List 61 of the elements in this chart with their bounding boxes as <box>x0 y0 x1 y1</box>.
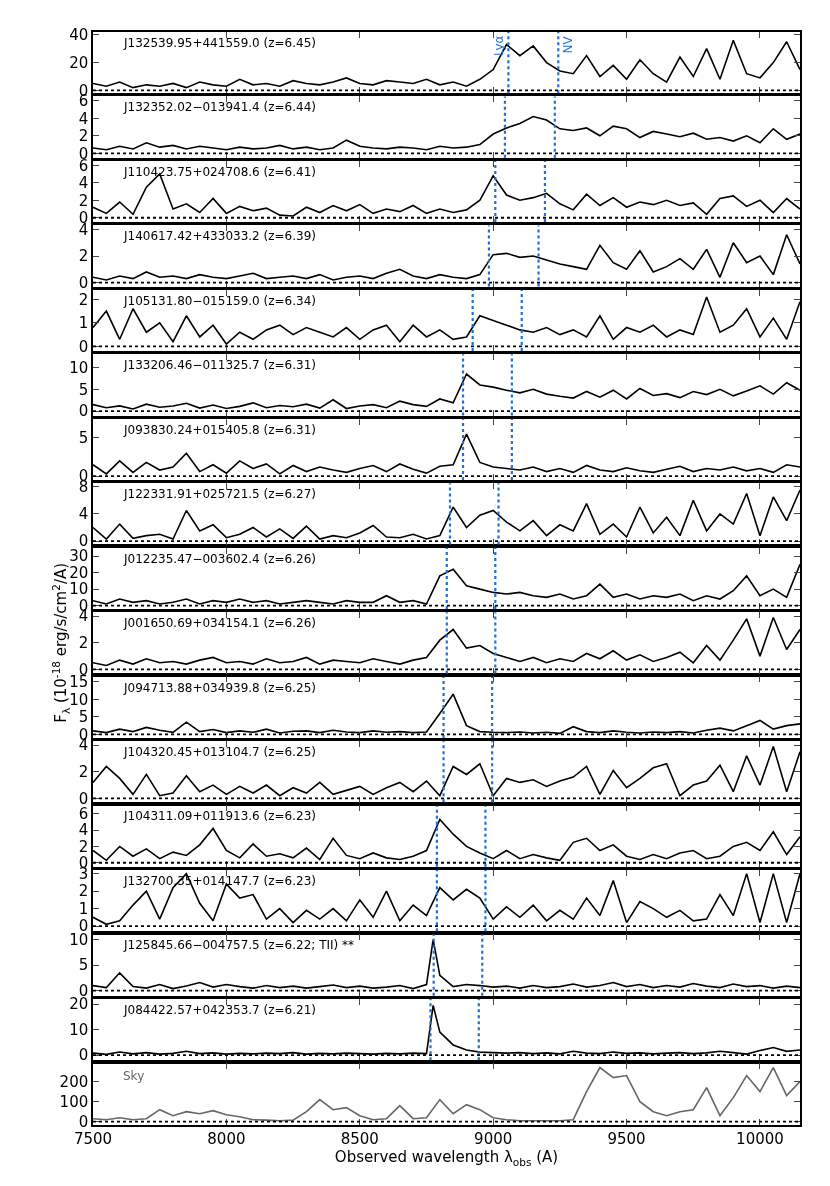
y-tick-label: 10 <box>69 580 89 599</box>
y-tick-label: 10 <box>69 358 89 377</box>
y-tick-label: 10 <box>69 1020 89 1039</box>
y-tick-label: 2 <box>78 247 89 266</box>
chart-title: J104311.09+011913.6 (z=6.23) <box>123 809 316 823</box>
y-tick-label: 2 <box>78 191 89 210</box>
x-tick-label: 9500 <box>607 1130 646 1149</box>
chart-title: J110423.75+024708.6 (z=6.41) <box>123 165 316 179</box>
chart-title: J122331.91+025721.5 (z=6.27) <box>123 487 316 501</box>
y-tick-label: 2 <box>78 127 89 146</box>
y-tick-label: 100 <box>59 1092 89 1111</box>
chart-title: J084422.57+042353.7 (z=6.21) <box>123 1003 316 1017</box>
chart-title: J001650.69+034154.1 (z=6.26) <box>123 616 316 630</box>
chart-title: J104320.45+013104.7 (z=6.25) <box>123 745 316 759</box>
y-tick-label: 20 <box>69 53 89 72</box>
y-tick-label: 0 <box>78 1112 89 1131</box>
ref-line-label: Lyα <box>491 35 506 57</box>
y-tick-label: 2 <box>78 882 89 901</box>
y-tick-label: 20 <box>69 563 89 582</box>
chart-title: J125845.66−004757.5 (z=6.22; TII) ** <box>123 938 355 952</box>
y-tick-label: 4 <box>78 505 89 524</box>
y-tick-label: 20 <box>69 995 89 1014</box>
x-tick-label: 8500 <box>340 1130 379 1149</box>
y-tick-label: 30 <box>69 547 89 566</box>
chart-title: J132352.02−013941.4 (z=6.44) <box>123 100 316 114</box>
y-tick-label: 4 <box>78 821 89 840</box>
y-tick-label: 2 <box>78 634 89 653</box>
y-tick-label: 6 <box>78 805 89 824</box>
y-tick-label: 4 <box>78 109 89 128</box>
y-tick-label: 40 <box>69 26 89 45</box>
y-tick-label: 5 <box>78 956 89 975</box>
y-tick-label: 1 <box>78 899 89 918</box>
x-axis-title: Observed wavelength λ$_{obs}$ (A) <box>334 1148 559 1168</box>
y-tick-label: 2 <box>78 763 89 782</box>
chart-title: J094713.88+034939.8 (z=6.25) <box>123 681 316 695</box>
x-tick-label: 10000 <box>736 1130 784 1149</box>
x-tick-label: 8000 <box>207 1130 246 1149</box>
ref-line-label: NV <box>561 35 576 54</box>
y-tick-label: 5 <box>78 708 89 727</box>
chart-title: J105131.80−015159.0 (z=6.34) <box>123 294 316 308</box>
y-tick-label: 10 <box>69 690 89 709</box>
y-tick-label: 0 <box>78 337 89 356</box>
y-tick-label: 5 <box>78 429 89 448</box>
chart-title: J133206.46−011325.7 (z=6.31) <box>123 358 316 372</box>
y-tick-label: 200 <box>59 1072 89 1091</box>
y-tick-label: 4 <box>78 174 89 193</box>
chart-title: J012235.47−003602.4 (z=6.26) <box>123 552 316 566</box>
y-tick-label: 0 <box>78 402 89 421</box>
chart-title: J140617.42+433033.2 (z=6.39) <box>123 229 316 243</box>
y-tick-label: 0 <box>78 1046 89 1065</box>
y-tick-label: 1 <box>78 314 89 333</box>
y-tick-label: 2 <box>78 837 89 856</box>
y-tick-label: 2 <box>78 290 89 309</box>
chart-title: J093830.24+015405.8 (z=6.31) <box>123 423 316 437</box>
x-tick-label: 7500 <box>73 1130 113 1149</box>
text: Sky <box>123 1069 145 1083</box>
x-tick-label: 9000 <box>474 1130 513 1149</box>
y-tick-label: 0 <box>78 789 89 808</box>
y-tick-label: 0 <box>78 273 89 292</box>
y-tick-label: 5 <box>78 380 89 399</box>
chart-title: J132539.95+441559.0 (z=6.45) <box>123 36 316 50</box>
